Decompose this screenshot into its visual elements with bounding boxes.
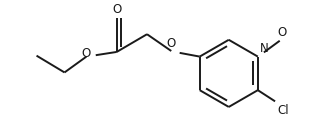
Text: O: O	[112, 3, 121, 16]
Text: O: O	[277, 26, 287, 39]
Text: N: N	[260, 42, 268, 55]
Text: O: O	[81, 47, 91, 60]
Text: O: O	[166, 37, 176, 50]
Text: Cl: Cl	[278, 104, 289, 117]
